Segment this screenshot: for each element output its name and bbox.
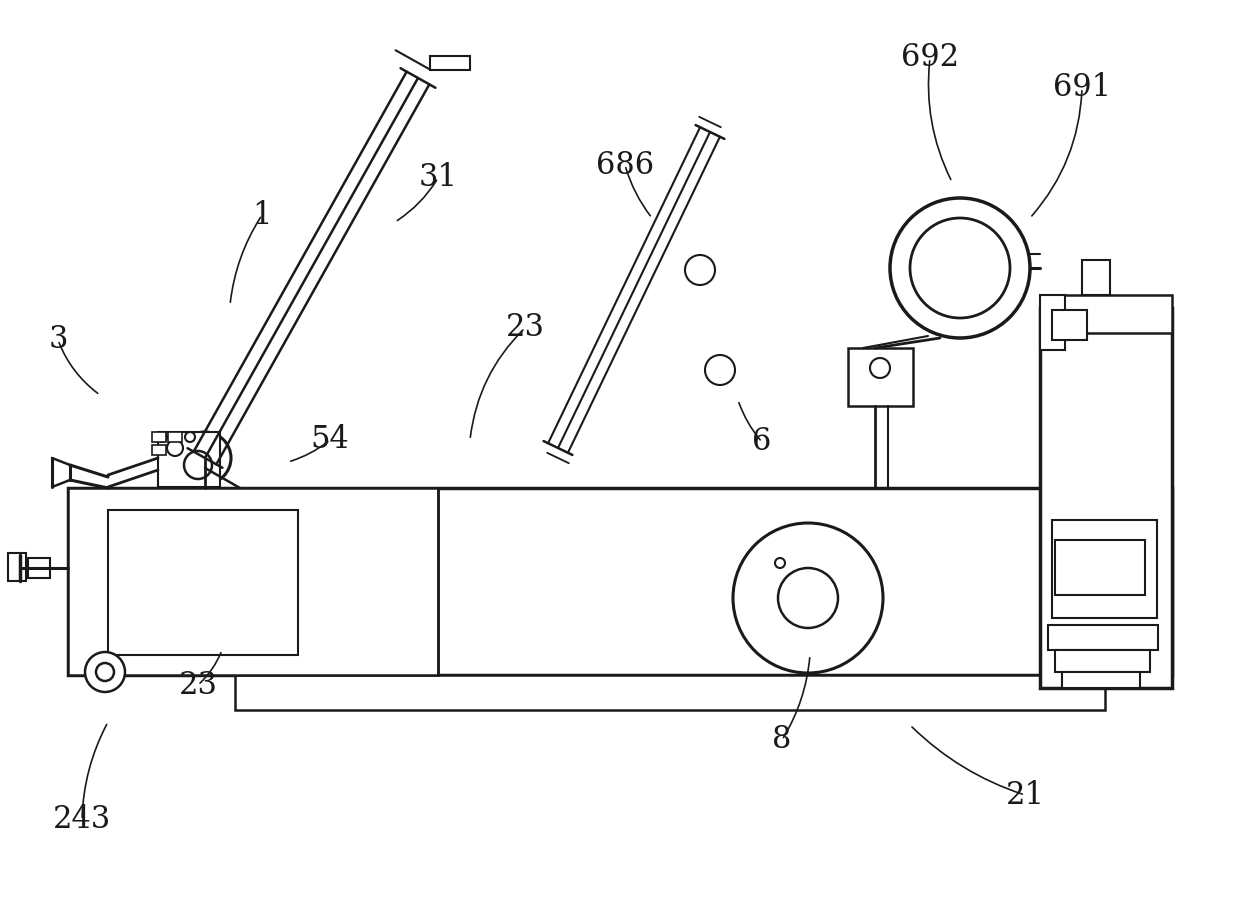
Bar [1054,650,1150,672]
Bar [1040,295,1066,350]
Bar [68,488,1172,675]
Circle shape [890,198,1030,338]
Bar [1040,308,1172,688]
Text: 54: 54 [311,424,349,455]
Circle shape [167,440,183,456]
Text: 31: 31 [419,162,457,193]
Text: 8: 8 [772,725,792,756]
Text: 243: 243 [53,804,112,835]
Circle shape [85,652,125,692]
Text: 6: 6 [752,427,772,457]
Circle shape [909,218,1010,318]
Circle shape [733,523,883,673]
Bar [1082,260,1110,295]
Bar [169,432,182,442]
Text: 23: 23 [178,670,218,701]
Circle shape [185,451,212,479]
Bar [152,432,166,442]
Circle shape [178,432,230,484]
Text: 1: 1 [253,200,271,231]
Text: 23: 23 [506,312,544,344]
Bar [1052,520,1157,618]
Bar [7,553,26,581]
Text: 686: 686 [596,149,654,180]
Bar [159,432,221,487]
Bar [152,445,166,455]
Bar [235,675,1105,710]
Bar [28,558,50,578]
Bar [1062,672,1140,688]
Text: 692: 692 [901,42,959,73]
Text: 691: 691 [1053,72,1111,104]
Circle shape [776,558,786,568]
Bar [1052,310,1087,340]
Circle shape [192,445,218,471]
Text: 3: 3 [48,324,68,355]
Bar [847,348,913,406]
Circle shape [870,358,890,378]
Bar [430,56,471,70]
Circle shape [778,568,838,628]
Text: 21: 21 [1006,780,1044,811]
Circle shape [1090,560,1110,580]
Bar [1040,295,1172,333]
Circle shape [185,432,195,442]
Circle shape [685,255,715,285]
Circle shape [95,663,114,681]
Circle shape [705,355,735,385]
Bar [1048,625,1158,650]
Circle shape [157,432,167,442]
Bar [68,488,439,675]
Bar [108,510,299,655]
Bar [1054,540,1145,595]
